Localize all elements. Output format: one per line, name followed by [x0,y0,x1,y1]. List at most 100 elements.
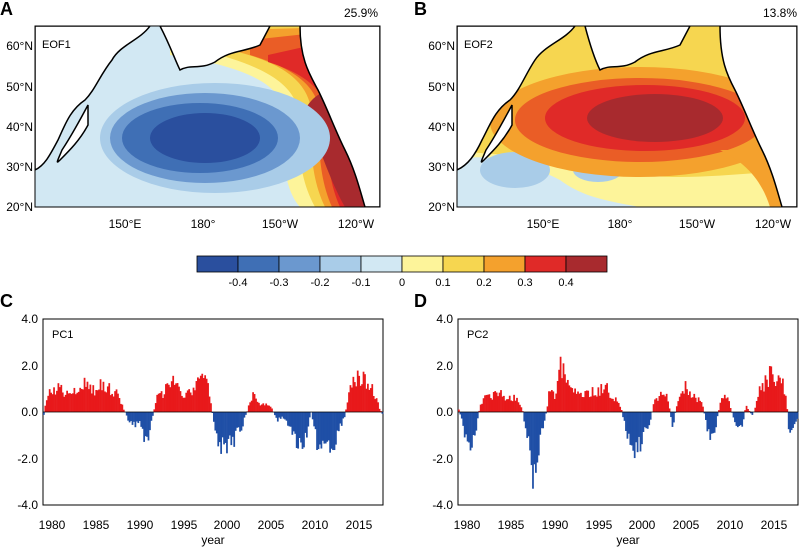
x-tick: 180° [608,217,633,231]
pc-bar [364,374,366,412]
eof1-map: EOF1 [35,26,380,207]
pc-bar [517,402,520,412]
y-tick: 60°N [428,39,455,53]
pc-bar [565,382,568,412]
pc-bar [178,386,180,412]
pc-bar [513,394,515,412]
pc-bar [755,400,758,412]
pc-bar [58,387,61,412]
panel-b: B 13.8% EOF2 60°N 50°N 40°N 30°N 20°N [414,0,798,231]
pc-bar [256,401,259,412]
pc-bar [227,412,230,439]
x-tick: 1995 [586,518,613,532]
pc-bar [313,412,316,427]
pc-bar [125,412,128,416]
pc-bar [476,412,479,419]
pc-bar [98,389,100,412]
pc-bar [539,412,542,435]
panel-letter-c: C [0,291,13,311]
pc-bar [654,399,656,412]
pc-bar [661,394,664,412]
pc-bar [297,412,300,449]
pc-bar [667,401,669,412]
pc-bar [581,396,584,412]
x-tick: 150°E [109,217,142,231]
x-tick: 1990 [127,518,154,532]
x-tick: 2015 [761,518,788,532]
x-tick: 1985 [83,518,110,532]
pc-bar [340,412,343,426]
y-tick: -2.0 [432,452,453,466]
colorbar-bin [278,255,321,273]
pc-bar [645,412,648,429]
pc-bar [301,412,304,449]
pc-bar [50,392,53,412]
pc-bar [702,406,704,412]
pc-bar [114,391,116,412]
pc-bar [159,393,161,412]
pc-bar [716,412,719,417]
pc-bar [673,412,675,423]
pc-bar [151,412,154,416]
pc-bar [473,412,476,436]
pc-bar [43,412,45,415]
pc-bar [773,381,776,412]
pc-bar [195,381,198,412]
pc-bar [175,383,177,412]
pc-bar [505,399,508,412]
pc-bar [260,404,263,412]
pc-bar [372,396,375,412]
pc-bar [274,412,276,416]
pc-bar [276,412,279,422]
pc-bar [479,404,482,412]
pc-bar [291,412,294,435]
pc-bar [760,390,762,412]
pc-bar [540,412,543,429]
pc-bar [726,397,729,412]
pc-bar [316,412,318,451]
pc-bar [335,412,337,445]
pc-bar [377,402,379,412]
pc-bar [181,395,183,412]
pc-bar [776,381,778,412]
pc-bar [585,390,588,412]
pc-bar [582,397,585,412]
pc-bar [705,412,707,420]
variance-label: 25.9% [344,6,378,20]
pc-bar [561,378,563,412]
pc-bar [186,390,189,412]
pc-bar [744,410,746,412]
pc-bar [54,394,57,412]
pc-bar [218,412,221,443]
pc-bar [622,412,624,418]
pc-bar [378,408,381,412]
pc-bar [47,395,50,412]
pc-bar [259,405,262,412]
pc-bar [787,412,790,430]
colorbar-bin [565,255,608,273]
pc-bar [566,379,569,412]
pc-bar [255,398,257,412]
pc-bar [122,409,125,412]
pc-bar [458,409,460,412]
pc-bar [156,394,159,412]
colorbar-bin [524,255,567,273]
y-tick: 40°N [428,120,455,134]
pc-bar [317,412,320,450]
pc-bar [732,412,735,418]
pc-bar [271,408,273,412]
pc-bar [626,412,629,439]
pc-bar [115,389,118,412]
pc-bar [278,412,281,418]
pc-bar [511,401,514,412]
pc-bar [183,397,186,412]
pc-bar [751,412,754,415]
pc-bar [294,412,297,434]
asia-land [457,26,576,171]
pc-bar [150,412,153,421]
asia-land [35,26,151,171]
pc-bar [121,404,124,412]
pc-bar [628,412,630,434]
pc-bar [369,388,372,412]
pc-bar [767,386,770,412]
